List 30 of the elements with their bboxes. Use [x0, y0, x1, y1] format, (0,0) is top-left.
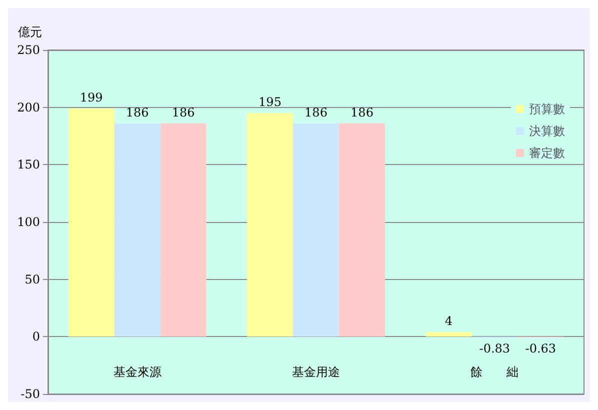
bar [114, 123, 160, 337]
y-tick-label: 100 [17, 215, 40, 229]
y-tick-label: 250 [17, 43, 40, 57]
legend-label: 預算數 [529, 102, 565, 116]
bar [247, 113, 293, 337]
legend-label: 決算數 [529, 124, 565, 138]
legend-label: 審定數 [529, 146, 565, 160]
y-axis-title: 億元 [18, 25, 42, 39]
data-label: 195 [258, 95, 282, 110]
x-tick-label: 基金來源 [113, 365, 162, 379]
data-label: 186 [126, 105, 149, 120]
data-label: 186 [350, 105, 374, 120]
x-tick-label: 基金用途 [292, 365, 340, 379]
data-label: 186 [304, 105, 328, 120]
y-tick-label: 150 [17, 158, 40, 172]
y-tick-label: 200 [17, 100, 40, 114]
data-label: -0.63 [525, 341, 556, 356]
data-label: 199 [80, 90, 103, 104]
bar [339, 123, 385, 337]
data-label: 4 [444, 314, 453, 328]
data-label: 186 [172, 105, 195, 120]
y-tick-label: -50 [20, 387, 40, 401]
data-label: -0.83 [479, 342, 510, 356]
y-tick-label: 50 [24, 272, 40, 286]
bar [160, 123, 206, 337]
x-tick-label: 餘 絀 [470, 365, 519, 379]
bar [426, 332, 472, 337]
bar [293, 123, 339, 337]
y-tick-label: 0 [32, 330, 40, 344]
bar [68, 108, 114, 337]
